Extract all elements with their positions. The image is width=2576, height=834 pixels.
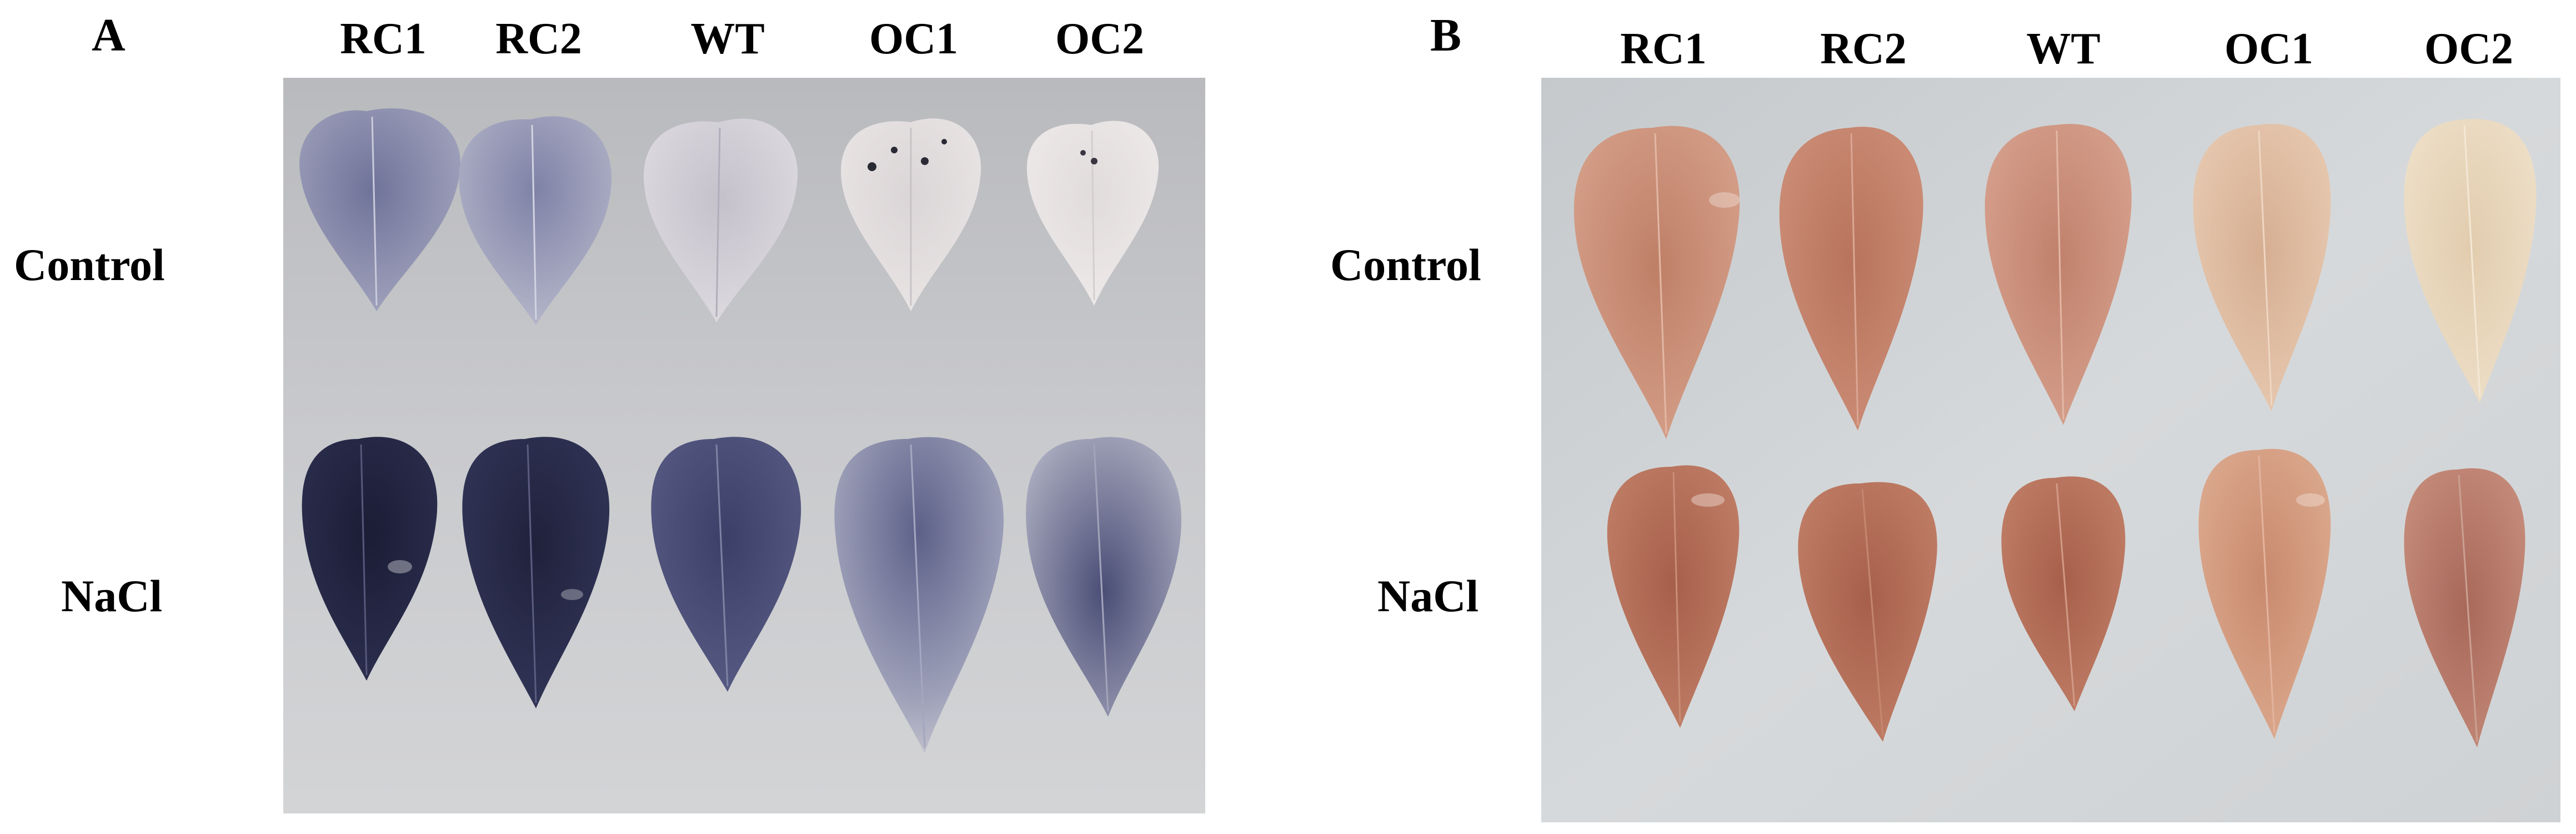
panel-a-leaves [283, 78, 1205, 813]
panel-a-col-oc1: OC1 [869, 14, 958, 63]
panel-a-row-control: Control [14, 239, 165, 290]
panel-b-col-wt: WT [2026, 24, 2101, 73]
panel-b-letter: B [1430, 9, 1462, 61]
panel-b-leaves [1541, 78, 2560, 822]
panel-b-col-rc1: RC1 [1620, 24, 1707, 73]
panel-a-letter: A [92, 9, 126, 61]
panel-b-photo [1541, 78, 2560, 822]
panel-b-row-nacl: NaCl [1377, 571, 1479, 621]
panel-a-row-nacl: NaCl [61, 571, 163, 621]
panel-a-photo [283, 78, 1205, 813]
panel-b-col-oc2: OC2 [2424, 24, 2513, 73]
panel-a-col-oc2: OC2 [1055, 14, 1144, 63]
panel-b-row-control: Control [1330, 239, 1481, 290]
panel-b-col-oc1: OC1 [2224, 24, 2313, 73]
panel-b-col-rc2: RC2 [1820, 24, 1907, 73]
panel-a-col-wt: WT [690, 14, 765, 63]
panel-a-col-rc1: RC1 [340, 14, 427, 63]
panel-a-col-rc2: RC2 [495, 14, 582, 63]
